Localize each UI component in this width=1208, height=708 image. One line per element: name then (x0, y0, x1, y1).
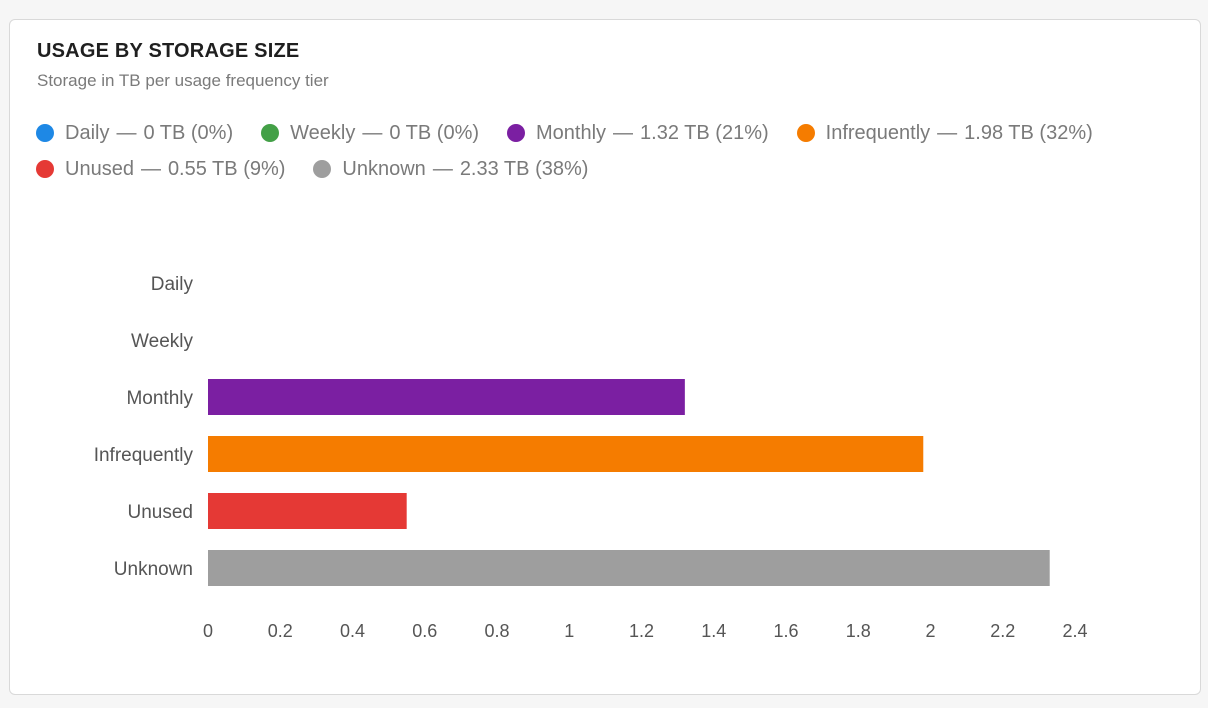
x-tick-label: 0.4 (340, 621, 365, 641)
legend-dot-unused (36, 160, 54, 178)
legend-item-weekly[interactable]: Weekly — 0 TB (0%) (261, 121, 479, 145)
legend-percent: (21%) (715, 121, 769, 144)
bar-unused[interactable] (208, 493, 407, 529)
legend-item-infrequently[interactable]: Infrequently — 1.98 TB (32%) (796, 121, 1093, 145)
legend-label: Daily (65, 121, 110, 144)
category-label-unknown: Unknown (114, 559, 193, 580)
category-label-daily: Daily (151, 274, 194, 295)
legend-item-monthly[interactable]: Monthly — 1.32 TB (21%) (507, 121, 769, 145)
card-title: USAGE BY STORAGE SIZE (37, 40, 300, 62)
legend-separator: — (116, 121, 137, 144)
legend-value: 1.98 TB (964, 121, 1034, 144)
legend-value: 0 TB (389, 121, 432, 144)
legend-value: 1.32 TB (640, 121, 710, 144)
x-tick-label: 0.6 (412, 621, 437, 641)
legend-separator: — (432, 157, 453, 180)
legend-label: Unknown (342, 157, 426, 180)
legend-separator: — (613, 121, 634, 144)
card-subtitle: Storage in TB per usage frequency tier (37, 71, 329, 90)
x-tick-label: 0.2 (268, 621, 293, 641)
category-label-infrequently: Infrequently (94, 445, 194, 466)
legend-percent: (0%) (190, 121, 234, 144)
legend-dot-daily (36, 124, 54, 142)
category-label-weekly: Weekly (131, 331, 193, 352)
legend-item-daily[interactable]: Daily — 0 TB (0%) (36, 121, 233, 145)
legend-separator: — (362, 121, 383, 144)
legend-label: Unused (65, 157, 134, 180)
legend-item-unused[interactable]: Unused — 0.55 TB (9%) (36, 157, 285, 181)
x-tick-label: 0 (203, 621, 213, 641)
x-tick-label: 1.2 (629, 621, 654, 641)
legend-dot-monthly (507, 124, 526, 142)
legend-separator: — (140, 157, 161, 180)
bar-infrequently[interactable] (208, 436, 924, 472)
chart-legend: Daily — 0 TB (0%) Weekly — 0 TB (0%) Mon… (36, 121, 1176, 181)
x-tick-label: 2.2 (990, 621, 1015, 641)
bar-monthly[interactable] (208, 379, 685, 415)
legend-value: 0.55 TB (167, 157, 238, 180)
legend-percent: (38%) (535, 157, 589, 180)
bar-unknown[interactable] (208, 550, 1050, 586)
category-label-monthly: Monthly (126, 388, 193, 409)
x-tick-label: 0.8 (484, 621, 509, 641)
legend-item-unknown[interactable]: Unknown — 2.33 TB (38%) (313, 157, 588, 181)
legend-label: Infrequently (825, 121, 931, 144)
x-tick-label: 1.6 (773, 621, 798, 641)
x-tick-label: 2.4 (1062, 621, 1087, 641)
category-label-unused: Unused (128, 502, 194, 523)
legend-percent: (0%) (436, 121, 480, 144)
legend-percent: (9%) (243, 157, 286, 180)
legend-value: 2.33 TB (459, 157, 530, 180)
x-tick-label: 1 (564, 621, 574, 641)
legend-separator: — (937, 121, 958, 144)
x-tick-label: 2 (925, 621, 935, 641)
legend-label: Weekly (290, 121, 356, 144)
legend-dot-weekly (261, 124, 280, 142)
legend-dot-unknown (313, 160, 332, 178)
legend-dot-infrequently (796, 124, 815, 142)
legend-percent: (32%) (1039, 121, 1093, 144)
x-tick-label: 1.4 (701, 621, 726, 641)
legend-value: 0 TB (143, 121, 186, 144)
x-tick-label: 1.8 (846, 621, 871, 641)
legend-label: Monthly (536, 121, 607, 144)
